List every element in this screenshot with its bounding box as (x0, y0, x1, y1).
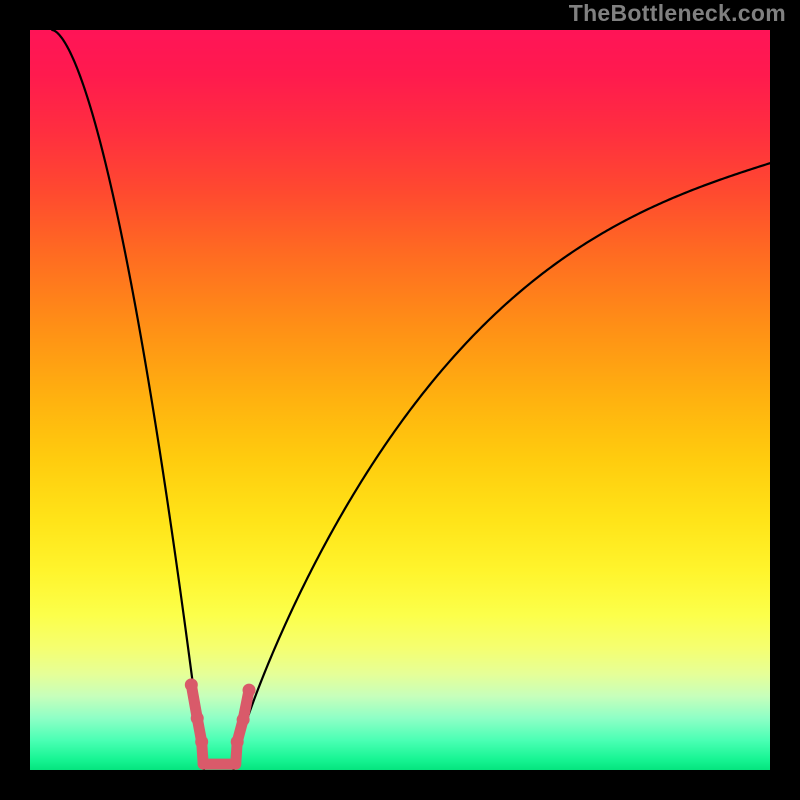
watermark-text: TheBottleneck.com (569, 0, 786, 27)
bottleneck-chart-stage: TheBottleneck.com (0, 0, 800, 800)
bottleneck-curve-plot (30, 30, 770, 770)
plot-frame (30, 30, 770, 770)
